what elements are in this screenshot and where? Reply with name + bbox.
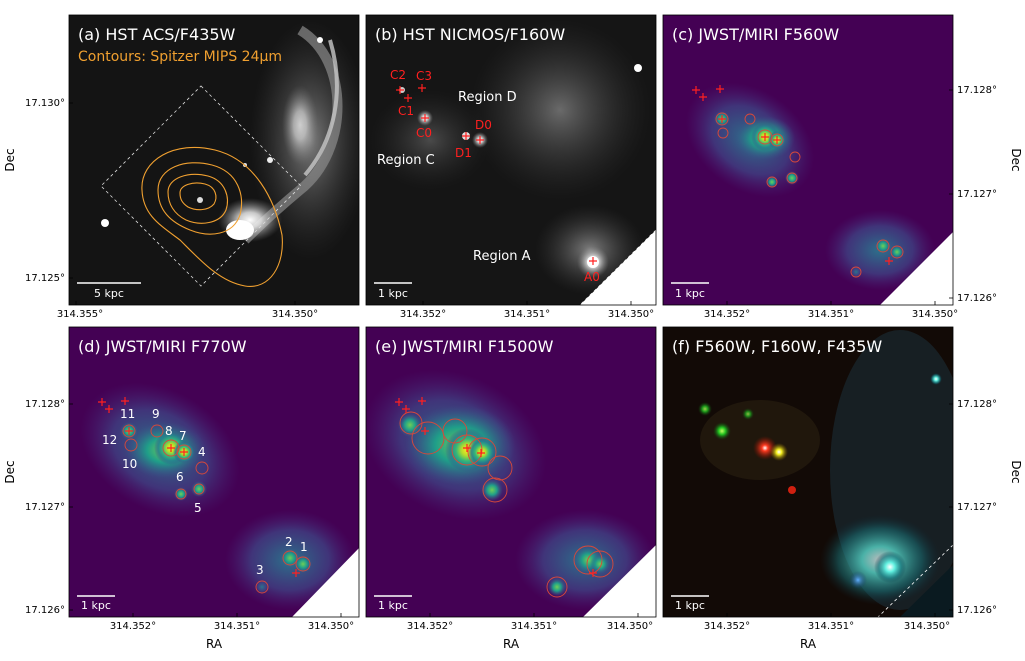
panel-d-image [69,327,359,617]
panel-f-ytick-0: 17.128° [957,399,997,410]
panel-a-ytick-1: 17.125° [25,273,65,284]
panel-e-title: (e) JWST/MIRI F1500W [375,337,554,356]
scalebar-f-label: 1 kpc [675,599,705,612]
ra-label-f: RA [800,637,817,651]
dec-label-left-top: Dec [3,148,17,171]
panel-c-ytick-1: 17.127° [957,189,997,200]
panel-c-image [663,15,953,305]
label-C1: C1 [398,104,414,118]
panel-e: (e) JWST/MIRI F1500W 1 kpc 314.352° 314.… [365,326,657,632]
panel-d-ytick-1: 17.127° [25,502,65,513]
panel-b-xtick-1: 314.351° [504,309,550,320]
panel-e-xtick-2: 314.350° [607,621,653,632]
source-label-1: 1 [300,540,308,554]
scalebar-e-label: 1 kpc [378,599,408,612]
label-D0: D0 [475,118,492,132]
label-region-a: Region A [473,249,531,264]
ra-label-d: RA [206,637,223,651]
panel-f-image [663,327,953,617]
panel-a-ytick-0: 17.130° [25,98,65,109]
dec-label-right-top: Dec [1009,148,1023,171]
label-region-c: Region C [377,153,435,168]
source-label-8: 8 [165,424,173,438]
source-label-4: 4 [198,445,206,459]
label-D1: D1 [455,146,472,160]
source-label-3: 3 [256,563,264,577]
panel-a-subtitle: Contours: Spitzer MIPS 24μm [78,49,282,65]
scalebar-c-label: 1 kpc [675,287,705,300]
label-region-d: Region D [458,90,517,105]
panel-a-image [69,15,359,305]
panel-d-ytick-0: 17.128° [25,399,65,410]
ra-label-e: RA [503,637,520,651]
panel-a-xtick-1: 314.350° [272,309,318,320]
panel-a: (a) HST ACS/F435W Contours: Spitzer MIPS… [25,14,360,320]
label-C0: C0 [416,126,432,140]
panel-c: (c) JWST/MIRI F560W 1 kpc 314.352° 314.3… [662,14,997,320]
scalebar-d-label: 1 kpc [81,599,111,612]
panel-d-title: (d) JWST/MIRI F770W [78,337,247,356]
panel-c-title: (c) JWST/MIRI F560W [672,25,839,44]
panel-a-xtick-0: 314.355° [57,309,103,320]
panel-c-xtick-1: 314.351° [808,309,854,320]
panel-d-xtick-1: 314.351° [214,621,260,632]
source-label-11: 11 [120,407,135,421]
panel-a-title: (a) HST ACS/F435W [78,25,236,44]
panel-b-title: (b) HST NICMOS/F160W [375,25,565,44]
scalebar-b-label: 1 kpc [378,287,408,300]
label-C3: C3 [416,69,432,83]
panel-b: (b) HST NICMOS/F160W C2 C3 C1 C0 D0 D1 A… [365,14,657,320]
panel-d-xtick-2: 314.350° [308,621,354,632]
label-C2: C2 [390,68,406,82]
mips-contours [141,146,283,287]
panel-b-xtick-2: 314.350° [608,309,654,320]
label-A0: A0 [584,270,600,284]
panel-f-xtick-0: 314.352° [704,621,750,632]
dec-label-left-bottom: Dec [3,460,17,483]
panel-e-xtick-0: 314.352° [407,621,453,632]
panel-f: (f) F560W, F160W, F435W 1 kpc 314.352° 3… [662,326,997,632]
panel-f-ytick-2: 17.126° [957,605,997,616]
panel-d: (d) JWST/MIRI F770W 11 9 8 7 12 4 10 6 5… [25,326,360,632]
panel-f-xtick-2: 314.350° [904,621,950,632]
panel-c-ytick-0: 17.128° [957,85,997,96]
miri-footprint [100,85,302,287]
source-label-9: 9 [152,407,160,421]
panel-f-ytick-1: 17.127° [957,502,997,513]
source-label-10: 10 [122,457,137,471]
source-label-2: 2 [285,535,293,549]
scalebar-a-label: 5 kpc [94,287,124,300]
source-label-12: 12 [102,433,117,447]
panel-f-title: (f) F560W, F160W, F435W [672,337,882,356]
panel-e-xtick-1: 314.351° [511,621,557,632]
source-label-7: 7 [179,429,187,443]
source-label-6: 6 [176,470,184,484]
panel-b-markers [396,84,597,265]
panel-b-xtick-0: 314.352° [400,309,446,320]
panel-d-xtick-0: 314.352° [110,621,156,632]
panel-c-xtick-2: 314.350° [912,309,958,320]
panel-d-ytick-2: 17.126° [25,605,65,616]
panel-c-ytick-2: 17.126° [957,293,997,304]
panel-f-xtick-1: 314.351° [808,621,854,632]
source-label-5: 5 [194,501,202,515]
panel-c-xtick-0: 314.352° [704,309,750,320]
dec-label-right-bottom: Dec [1009,460,1023,483]
panel-e-image [366,327,656,617]
